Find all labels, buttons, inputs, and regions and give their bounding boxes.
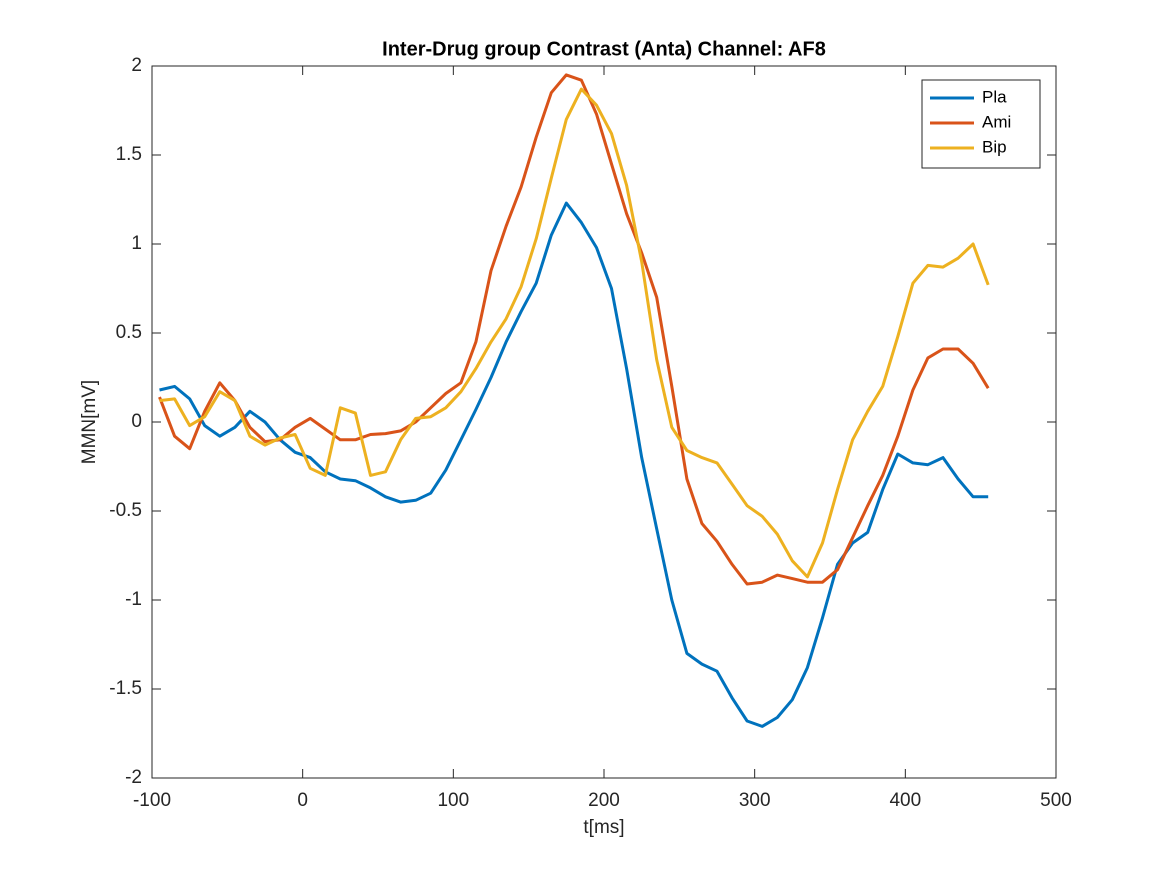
x-tick-label: 100	[437, 790, 469, 811]
y-tick-label: 1.5	[116, 144, 142, 165]
x-tick-label: 500	[1040, 790, 1072, 811]
y-axis-label: MMN[mV]	[79, 380, 100, 464]
y-tick-label: -1.5	[109, 678, 142, 699]
line-series	[159, 201, 989, 728]
line-series	[158, 73, 990, 586]
y-tick-label: 1	[131, 233, 142, 254]
y-tick-label: -2	[125, 767, 142, 788]
legend: Pla Ami Bip	[921, 79, 1041, 169]
x-tick-label: 0	[297, 790, 308, 811]
y-tick-label: -0.5	[109, 500, 142, 521]
legend-label: Bip	[982, 137, 1007, 156]
x-tick-label: 400	[889, 790, 921, 811]
x-axis-label: t[ms]	[583, 817, 624, 838]
x-tick-label: 300	[739, 790, 771, 811]
axes-box	[151, 65, 1057, 779]
chart-title: Inter-Drug group Contrast (Anta) Channel…	[382, 38, 826, 60]
legend-label: Ami	[982, 112, 1011, 131]
x-tick-label: -100	[133, 790, 171, 811]
legend-label: Pla	[982, 87, 1007, 106]
y-tick-label: 0.5	[116, 322, 142, 343]
line-series	[159, 87, 990, 579]
y-tick-label: -1	[125, 589, 142, 610]
y-tick-label: 0	[131, 411, 142, 432]
y-tick-label: 2	[131, 55, 142, 76]
x-tick-label: 200	[588, 790, 620, 811]
